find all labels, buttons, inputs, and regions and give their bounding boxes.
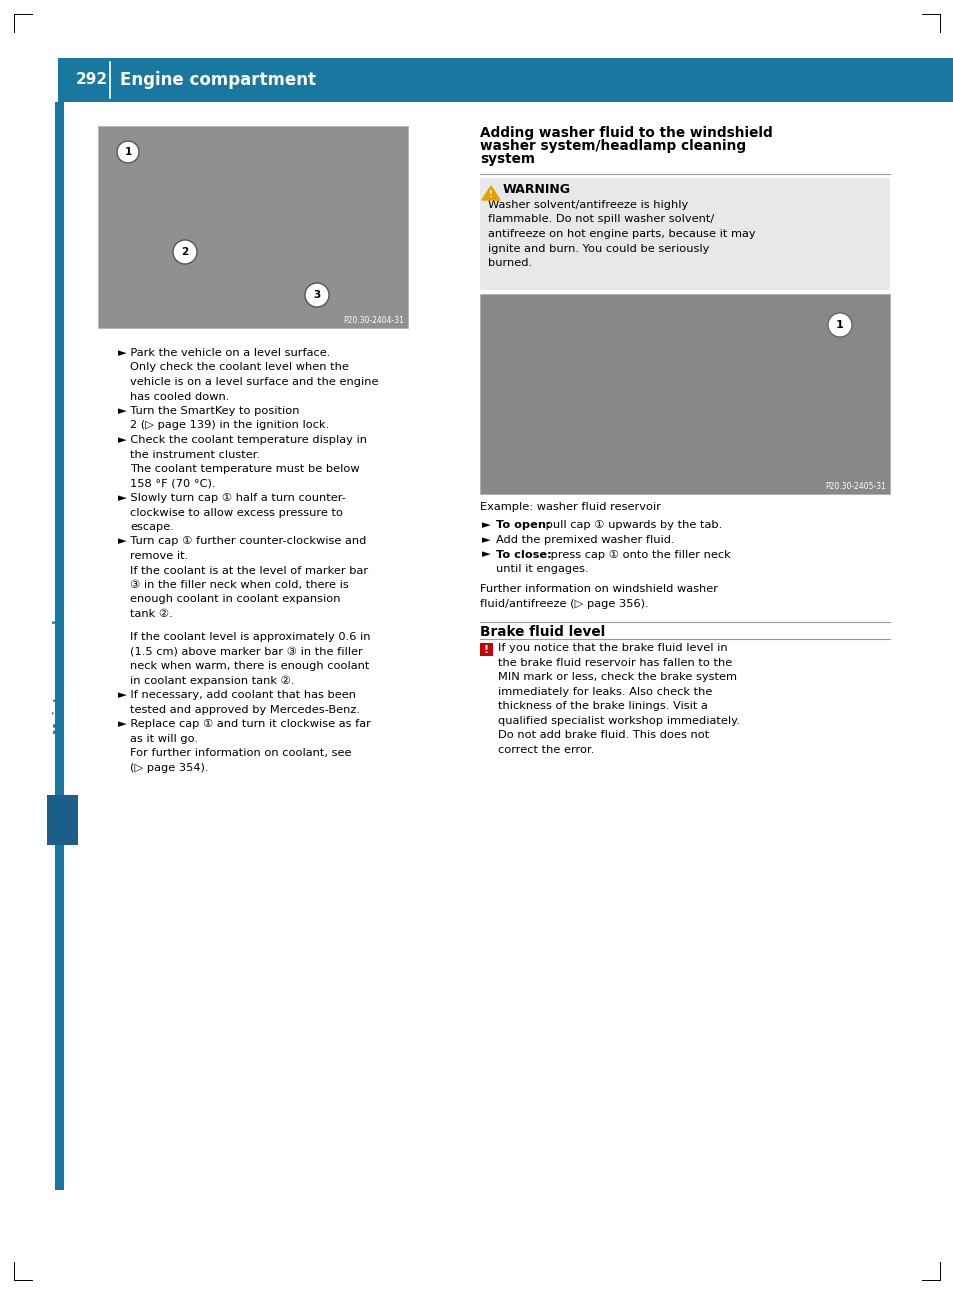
Text: press cap ① onto the filler neck: press cap ① onto the filler neck bbox=[546, 550, 730, 559]
Text: MIN mark or less, check the brake system: MIN mark or less, check the brake system bbox=[497, 673, 737, 682]
Text: until it engages.: until it engages. bbox=[496, 564, 588, 575]
Text: P20.30-2404-31: P20.30-2404-31 bbox=[343, 316, 403, 325]
Text: ignite and burn. You could be seriously: ignite and burn. You could be seriously bbox=[488, 243, 709, 254]
Text: If you notice that the brake fluid level in: If you notice that the brake fluid level… bbox=[497, 643, 727, 653]
Text: remove it.: remove it. bbox=[130, 551, 188, 562]
Text: tested and approved by Mercedes-Benz.: tested and approved by Mercedes-Benz. bbox=[130, 705, 359, 714]
Circle shape bbox=[827, 313, 851, 336]
Text: If the coolant level is approximately 0.6 in: If the coolant level is approximately 0.… bbox=[130, 633, 370, 642]
Text: ► Turn cap ① further counter-clockwise and: ► Turn cap ① further counter-clockwise a… bbox=[118, 537, 366, 546]
Text: !: ! bbox=[483, 644, 489, 655]
Text: Washer solvent/antifreeze is highly: Washer solvent/antifreeze is highly bbox=[488, 201, 687, 210]
Text: WARNING: WARNING bbox=[502, 182, 571, 195]
Text: ►: ► bbox=[481, 520, 490, 531]
Bar bbox=[47, 795, 78, 845]
Text: ►: ► bbox=[481, 550, 490, 559]
Text: the brake fluid reservoir has fallen to the: the brake fluid reservoir has fallen to … bbox=[497, 657, 732, 668]
Text: ► Check the coolant temperature display in: ► Check the coolant temperature display … bbox=[118, 435, 367, 445]
Text: Maintenance and care: Maintenance and care bbox=[53, 586, 66, 734]
Text: Engine compartment: Engine compartment bbox=[120, 71, 315, 89]
Text: antifreeze on hot engine parts, because it may: antifreeze on hot engine parts, because … bbox=[488, 229, 755, 239]
Text: 3: 3 bbox=[313, 290, 320, 300]
Bar bbox=[55, 102, 64, 1190]
Text: 1: 1 bbox=[124, 148, 132, 157]
Text: correct the error.: correct the error. bbox=[497, 745, 594, 754]
Bar bbox=[58, 58, 953, 102]
Text: in coolant expansion tank ②.: in coolant expansion tank ②. bbox=[130, 675, 294, 686]
Text: Only check the coolant level when the: Only check the coolant level when the bbox=[130, 362, 349, 373]
Text: clockwise to allow excess pressure to: clockwise to allow excess pressure to bbox=[130, 507, 343, 518]
Text: vehicle is on a level surface and the engine: vehicle is on a level surface and the en… bbox=[130, 377, 378, 387]
Text: fluid/antifreeze (▷ page 356).: fluid/antifreeze (▷ page 356). bbox=[479, 599, 648, 609]
Polygon shape bbox=[481, 186, 499, 201]
Text: To close:: To close: bbox=[496, 550, 556, 559]
Text: escape.: escape. bbox=[130, 521, 173, 532]
Circle shape bbox=[305, 283, 329, 307]
Bar bbox=[98, 126, 408, 327]
Text: neck when warm, there is enough coolant: neck when warm, there is enough coolant bbox=[130, 661, 369, 672]
Text: has cooled down.: has cooled down. bbox=[130, 392, 229, 401]
Circle shape bbox=[117, 141, 139, 163]
Text: 2: 2 bbox=[181, 247, 189, 258]
Text: ► Slowly turn cap ① half a turn counter-: ► Slowly turn cap ① half a turn counter- bbox=[118, 493, 346, 503]
Text: Add the premixed washer fluid.: Add the premixed washer fluid. bbox=[496, 534, 674, 545]
Text: Brake fluid level: Brake fluid level bbox=[479, 625, 604, 638]
Text: ► If necessary, add coolant that has been: ► If necessary, add coolant that has bee… bbox=[118, 690, 355, 700]
Text: ►: ► bbox=[481, 534, 490, 545]
Text: burned.: burned. bbox=[488, 258, 532, 268]
Text: Example: washer fluid reservoir: Example: washer fluid reservoir bbox=[479, 502, 660, 512]
Bar bbox=[479, 294, 889, 494]
Text: qualified specialist workshop immediately.: qualified specialist workshop immediatel… bbox=[497, 716, 740, 726]
Text: !: ! bbox=[489, 190, 493, 199]
Circle shape bbox=[172, 239, 196, 264]
Text: For further information on coolant, see: For further information on coolant, see bbox=[130, 748, 351, 758]
Text: Further information on windshield washer: Further information on windshield washer bbox=[479, 585, 718, 594]
Text: washer system/headlamp cleaning: washer system/headlamp cleaning bbox=[479, 138, 745, 153]
Text: ► Replace cap ① and turn it clockwise as far: ► Replace cap ① and turn it clockwise as… bbox=[118, 719, 371, 730]
Text: 2 (▷ page 139) in the ignition lock.: 2 (▷ page 139) in the ignition lock. bbox=[130, 421, 329, 431]
Text: To open:: To open: bbox=[496, 520, 554, 531]
Text: ► Turn the SmartKey to position: ► Turn the SmartKey to position bbox=[118, 406, 299, 415]
Text: 158 °F (70 °C).: 158 °F (70 °C). bbox=[130, 479, 215, 489]
Text: The coolant temperature must be below: The coolant temperature must be below bbox=[130, 465, 359, 474]
Text: tank ②.: tank ②. bbox=[130, 609, 172, 619]
Text: immediately for leaks. Also check the: immediately for leaks. Also check the bbox=[497, 687, 712, 696]
Text: 292: 292 bbox=[76, 72, 108, 88]
Text: If the coolant is at the level of marker bar: If the coolant is at the level of marker… bbox=[130, 565, 368, 576]
Text: system: system bbox=[479, 151, 535, 166]
Text: thickness of the brake linings. Visit a: thickness of the brake linings. Visit a bbox=[497, 701, 707, 712]
Text: P20.30-2405-31: P20.30-2405-31 bbox=[824, 481, 885, 490]
Text: (1.5 cm) above marker bar ③ in the filler: (1.5 cm) above marker bar ③ in the fille… bbox=[130, 647, 362, 656]
Bar bbox=[479, 643, 493, 656]
Text: ► Park the vehicle on a level surface.: ► Park the vehicle on a level surface. bbox=[118, 348, 330, 358]
Text: the instrument cluster.: the instrument cluster. bbox=[130, 449, 260, 459]
Text: 1: 1 bbox=[835, 320, 843, 330]
Text: (▷ page 354).: (▷ page 354). bbox=[130, 762, 209, 773]
Text: pull cap ① upwards by the tab.: pull cap ① upwards by the tab. bbox=[541, 520, 721, 531]
Text: Adding washer fluid to the windshield: Adding washer fluid to the windshield bbox=[479, 126, 772, 140]
Text: as it will go.: as it will go. bbox=[130, 734, 198, 744]
Text: enough coolant in coolant expansion: enough coolant in coolant expansion bbox=[130, 594, 340, 604]
Bar bbox=[479, 179, 889, 290]
Text: Do not add brake fluid. This does not: Do not add brake fluid. This does not bbox=[497, 730, 708, 740]
Text: flammable. Do not spill washer solvent/: flammable. Do not spill washer solvent/ bbox=[488, 215, 714, 224]
Text: ③ in the filler neck when cold, there is: ③ in the filler neck when cold, there is bbox=[130, 580, 349, 590]
